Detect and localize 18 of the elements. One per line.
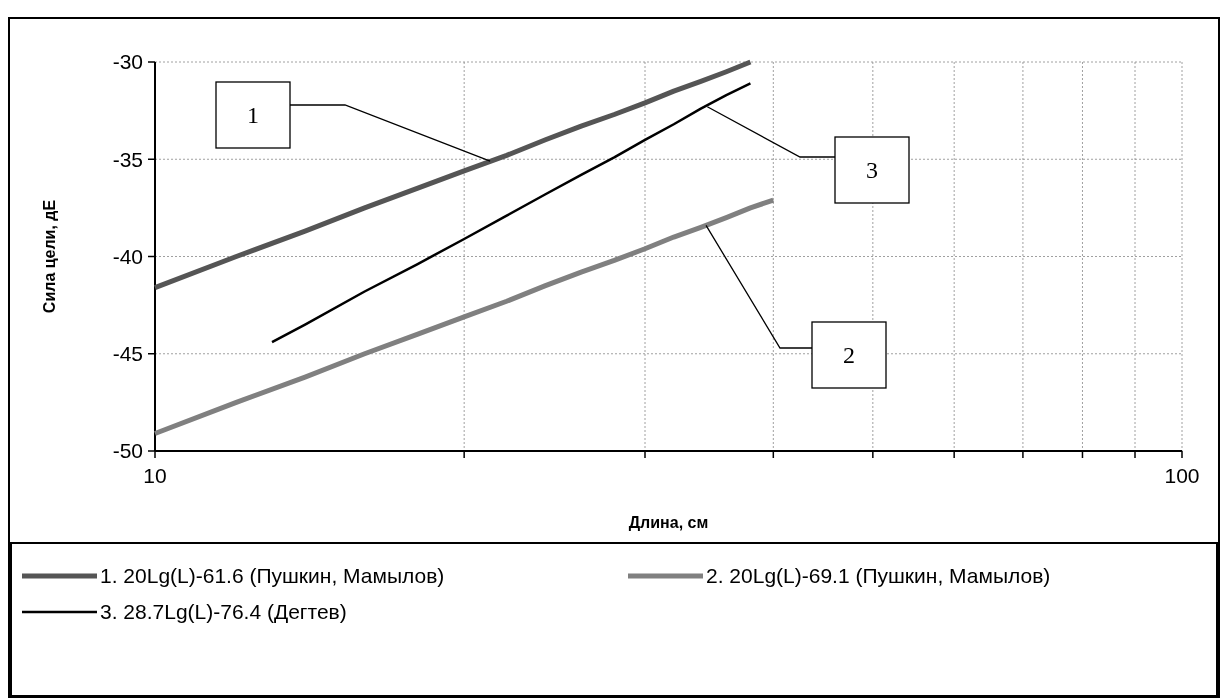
x-tick-label: 100 [1164, 464, 1200, 487]
y-axis-title: Сила цели, дЕ [41, 199, 58, 314]
y-tick-label: -45 [112, 342, 143, 366]
annotation: 1 [247, 102, 259, 128]
callout-box: 1 [215, 81, 291, 149]
x-tick-label: 10 [143, 464, 167, 487]
y-tick-label: -50 [112, 439, 143, 463]
y-tick-label: -35 [112, 147, 143, 171]
y-tick-label: -30 [112, 50, 143, 74]
x-axis-title: Длина, см [628, 514, 709, 531]
legend-label: 2. 20Lg(L)-69.1 (Пушкин, Мамылов) [706, 564, 1051, 588]
callout-box: 2 [811, 321, 887, 389]
annotation: 2 [843, 342, 855, 368]
annotation: 3 [866, 157, 878, 183]
y-tick-label: -40 [112, 244, 143, 268]
legend-label: 1. 20Lg(L)-61.6 (Пушкин, Мамылов) [100, 564, 445, 588]
legend-label: 3. 28.7Lg(L)-76.4 (Дегтев) [100, 600, 347, 624]
callout-box: 3 [834, 136, 910, 204]
